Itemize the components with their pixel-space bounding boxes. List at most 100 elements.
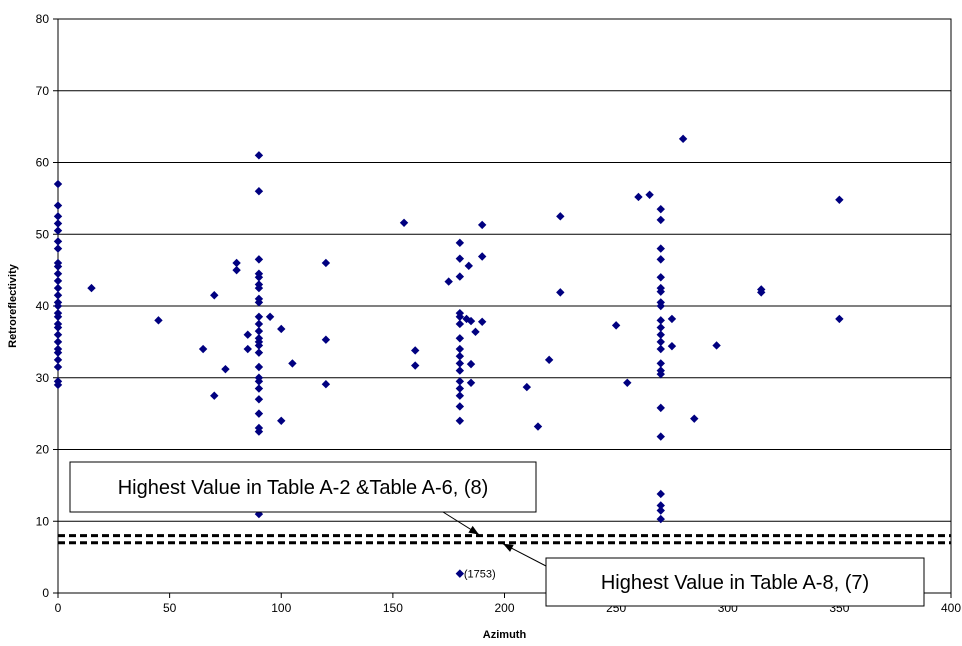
data-point (254, 151, 264, 160)
annotation-arrowhead (468, 525, 479, 535)
data-point (656, 344, 665, 354)
y-axis-title: Retroreflectivity (7, 263, 19, 348)
data-point (455, 402, 465, 411)
data-point (53, 269, 63, 278)
annotations: (1753) Highest Value in Table A-2 &Table … (69, 461, 925, 607)
data-point (232, 265, 241, 275)
data-point (53, 348, 63, 357)
data-point (288, 359, 297, 368)
data-point (712, 341, 721, 350)
y-tick-label: 0 (42, 586, 49, 600)
data-point (254, 348, 264, 357)
data-point (455, 254, 465, 263)
data-point (254, 377, 264, 386)
data-point (277, 324, 286, 334)
data-point (656, 432, 665, 441)
y-tick-label: 40 (36, 299, 50, 313)
reference-lines (58, 534, 951, 545)
data-point (656, 273, 665, 282)
data-point (634, 192, 643, 202)
data-point (210, 391, 219, 400)
data-point (466, 359, 476, 369)
data-point (53, 212, 63, 221)
data-point (656, 287, 665, 296)
data-point (466, 378, 476, 387)
annotation-box (545, 557, 925, 607)
data-point (254, 326, 264, 336)
data-point (221, 364, 230, 374)
data-point (835, 195, 844, 205)
data-point (87, 283, 96, 293)
data-point (243, 330, 252, 339)
data-point (232, 258, 241, 268)
data-point (53, 312, 63, 321)
data-point (533, 422, 543, 431)
data-point (656, 501, 665, 510)
data-point (444, 277, 453, 286)
data-point (835, 314, 844, 324)
data-point (656, 359, 665, 368)
data-point (656, 330, 665, 339)
data-point (656, 244, 665, 253)
data-point (254, 187, 264, 196)
data-point (522, 382, 532, 392)
data-point (53, 323, 63, 332)
data-point (455, 319, 465, 329)
x-tick-label: 0 (55, 601, 62, 615)
data-point (656, 403, 665, 413)
data-point (656, 301, 665, 311)
data-point (254, 395, 264, 404)
data-point (254, 273, 264, 282)
annotation-label: Highest Value in Table A-8, (7) (601, 572, 869, 594)
data-point (154, 316, 163, 325)
data-point (455, 238, 465, 248)
data-point (656, 323, 665, 332)
data-point (53, 237, 63, 246)
data-point (645, 190, 654, 199)
data-point (321, 380, 331, 389)
data-point (254, 362, 264, 372)
data-point (254, 409, 264, 418)
y-tick-label: 10 (36, 514, 50, 528)
data-point (656, 506, 665, 515)
data-point (53, 226, 63, 235)
data-points (53, 134, 844, 578)
x-tick-label: 100 (271, 601, 291, 615)
point-label: (1753) (464, 569, 496, 581)
data-point (53, 291, 63, 300)
data-point (254, 283, 264, 293)
data-point (277, 416, 286, 425)
data-point (210, 291, 219, 300)
data-point (455, 569, 465, 578)
data-point (455, 344, 465, 354)
data-point (757, 288, 766, 297)
data-point (53, 219, 63, 228)
data-point (254, 319, 264, 329)
data-point (656, 337, 665, 347)
y-tick-label: 80 (36, 12, 50, 26)
data-point (455, 359, 465, 368)
data-point (411, 346, 420, 355)
data-point (53, 276, 63, 286)
data-point (455, 384, 465, 393)
data-point (471, 327, 480, 337)
data-point (656, 514, 665, 524)
data-point (53, 283, 63, 293)
data-point (254, 298, 264, 307)
annotation-box (69, 461, 537, 513)
data-point (53, 262, 63, 271)
data-point (254, 341, 264, 350)
x-tick-label: 50 (163, 601, 177, 615)
y-tick-label: 60 (36, 156, 50, 170)
x-tick-label: 150 (383, 601, 403, 615)
data-point (678, 134, 688, 144)
data-point (464, 261, 473, 271)
data-point (556, 212, 565, 221)
gridlines (58, 90, 951, 522)
data-point (455, 312, 465, 321)
data-point (656, 255, 665, 264)
data-point (254, 384, 264, 393)
data-point (399, 218, 409, 227)
data-point (477, 252, 487, 261)
